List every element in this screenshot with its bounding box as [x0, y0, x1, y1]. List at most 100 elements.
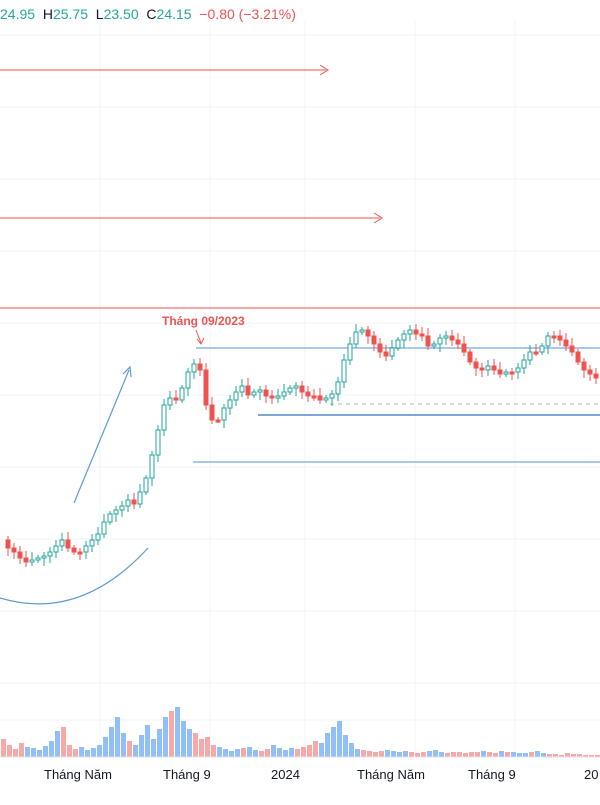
candle-body — [437, 337, 443, 345]
candle-body — [545, 335, 551, 347]
x-tick-label: 20 — [584, 767, 598, 782]
volume-bar — [151, 739, 156, 757]
candle-body — [347, 343, 353, 361]
volume-bar — [277, 748, 282, 757]
candle-body — [467, 351, 473, 363]
candle-body — [59, 539, 65, 547]
volume-bar — [511, 752, 516, 757]
candle-body — [203, 369, 209, 406]
high-value: 25.75 — [52, 6, 88, 22]
volume-bar — [121, 733, 126, 757]
candle-body — [413, 329, 419, 335]
volume-bar — [385, 750, 390, 757]
annotation-pointer — [195, 329, 202, 344]
volume-bar — [247, 747, 252, 757]
drawings: Tháng 09/2023 — [0, 64, 600, 605]
uptrend-arrow-head — [122, 365, 132, 378]
candle-body — [293, 385, 299, 389]
candle-body — [515, 367, 521, 373]
volume-bar — [19, 743, 24, 757]
candle-body — [569, 345, 575, 353]
close-value: 24.15 — [156, 6, 192, 22]
low-label: L — [95, 6, 104, 22]
candle-body — [233, 391, 239, 401]
volume-bar — [337, 721, 342, 757]
volume-bar — [325, 733, 330, 757]
candle-body — [113, 509, 119, 515]
volume-bar — [427, 751, 432, 757]
candle-body — [17, 551, 23, 559]
volume-bar — [253, 750, 258, 757]
candle-body — [353, 331, 359, 345]
volume-bar — [379, 751, 384, 757]
candle-body — [83, 545, 89, 553]
volume-bar — [349, 743, 354, 757]
volume-bar — [49, 741, 54, 757]
candle-body — [317, 395, 323, 401]
volume-bar — [469, 752, 474, 757]
candle-body — [11, 547, 17, 553]
candle-body — [41, 555, 47, 559]
candle-body — [455, 339, 461, 345]
volume-bar — [583, 755, 588, 757]
volume-bar — [367, 751, 372, 757]
volume-bar — [505, 752, 510, 757]
close-label: C — [146, 6, 157, 22]
volume-bar — [127, 741, 132, 757]
candle-body — [521, 359, 527, 369]
volume-bar — [541, 753, 546, 757]
candle-body — [263, 389, 269, 397]
volume-bar — [529, 752, 534, 757]
volume-bar — [577, 754, 582, 757]
volume-bar — [193, 733, 198, 757]
volume-bar — [91, 748, 96, 757]
volume-bar — [139, 735, 144, 757]
volume-bar — [517, 753, 522, 757]
volume-bar — [7, 745, 12, 757]
volume-bar — [31, 748, 36, 757]
candle-body — [479, 367, 485, 371]
volume-bar — [553, 754, 558, 757]
rounding-bottom-curve — [0, 547, 149, 605]
candle-body — [485, 365, 491, 371]
volume-bar — [415, 753, 420, 757]
candle-body — [431, 343, 437, 347]
x-tick-label: 2024 — [271, 767, 300, 782]
candle-body — [359, 329, 365, 333]
candle-body — [167, 397, 173, 406]
uptrend-arrow — [73, 369, 130, 504]
candle-body — [185, 371, 191, 389]
candle-body — [419, 333, 425, 337]
volume-bar — [421, 752, 426, 757]
volume-bar — [361, 750, 366, 757]
candle-body — [5, 539, 11, 549]
volume-bar — [175, 707, 180, 757]
volume-bar — [271, 745, 276, 757]
candle-body — [89, 539, 95, 547]
candle-body — [329, 393, 335, 399]
candle-body — [107, 513, 113, 523]
candle-body — [551, 335, 557, 339]
candle-body — [257, 389, 263, 393]
candle-body — [161, 404, 167, 431]
volume-bar — [301, 747, 306, 757]
candle-body — [491, 365, 497, 371]
volume-bar — [181, 721, 186, 757]
volume-bar — [67, 745, 72, 757]
volume-bar — [493, 753, 498, 757]
volume-bar — [115, 717, 120, 757]
candle-body — [23, 557, 29, 563]
candle-body — [179, 387, 185, 401]
candle-body — [563, 339, 569, 347]
volume-bar — [373, 752, 378, 757]
volume-bar — [43, 746, 48, 757]
resistance-arrow-2-head — [373, 212, 383, 224]
volume-bar — [169, 711, 174, 757]
volume-bar — [205, 737, 210, 757]
candle-body — [473, 361, 479, 369]
candle-body — [215, 419, 221, 423]
candle-body — [557, 335, 563, 341]
candle-body — [383, 351, 389, 357]
candle-body — [323, 397, 329, 401]
